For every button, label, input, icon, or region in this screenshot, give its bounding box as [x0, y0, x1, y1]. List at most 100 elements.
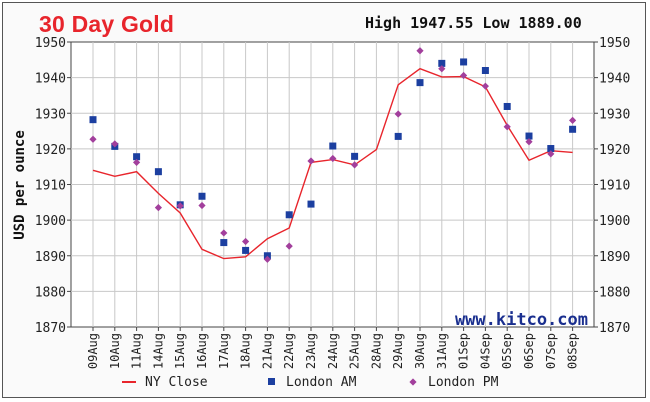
- legend-label-ny-close: NY Close: [145, 375, 208, 390]
- x-tick-label: 24Aug: [326, 333, 340, 369]
- legend-label-london-pm: London PM: [428, 375, 499, 390]
- y-tick-label: 1900: [599, 214, 630, 229]
- y-tick-label: 1910: [599, 179, 630, 194]
- london-pm-point: [133, 158, 141, 167]
- y-tick-label: 1880: [599, 285, 630, 300]
- y-tick-label: 1870: [599, 321, 630, 336]
- x-tick-label: 23Aug: [304, 333, 318, 369]
- y-tick-label: 1900: [35, 214, 66, 229]
- y-tick-label: 1910: [35, 179, 66, 194]
- london-am-point: [307, 200, 315, 208]
- london-am-point: [503, 102, 511, 110]
- y-tick-label: 1890: [599, 250, 630, 265]
- x-tick-label: 07Sep: [544, 333, 558, 369]
- series-london-pm: [89, 47, 577, 263]
- x-tick-label: 18Aug: [239, 333, 253, 369]
- y-axis-left: 1870 1880 1890 1900 1910 1920 1930 1940 1950: [35, 36, 71, 336]
- legend-swatch-london-pm: [409, 378, 417, 386]
- london-pm-point: [438, 65, 446, 73]
- x-tick-label: 05Sep: [500, 333, 514, 369]
- y-tick-label: 1920: [35, 143, 66, 158]
- y-tick-label: 1930: [599, 107, 630, 122]
- london-am-point: [481, 67, 489, 74]
- london-pm-point: [503, 123, 511, 131]
- high-value: 1947.55: [410, 14, 474, 32]
- low-value: 1889.00: [518, 14, 582, 32]
- london-pm-point: [351, 161, 359, 169]
- london-pm-point: [285, 242, 293, 250]
- london-am-point: [394, 132, 402, 140]
- high-label: High: [365, 14, 402, 32]
- london-pm-point: [242, 237, 250, 246]
- watermark: www.kitco.com: [455, 310, 588, 330]
- legend-label-london-am: London AM: [286, 375, 357, 390]
- y-axis-label: USD per ounce: [12, 130, 28, 240]
- y-tick-label: 1920: [599, 143, 630, 158]
- london-pm-point: [569, 116, 577, 124]
- x-tick-label: 16Aug: [195, 333, 209, 369]
- legend-swatch-london-am: [268, 378, 275, 385]
- london-pm-point: [394, 110, 402, 118]
- chart-title: 30 Day Gold: [39, 11, 175, 37]
- london-pm-point: [547, 150, 555, 158]
- london-pm-point: [154, 204, 162, 212]
- london-am-point: [89, 116, 97, 124]
- x-tick-label: 22Aug: [282, 333, 296, 369]
- high-low-summary: High 1947.55 Low 1889.00: [365, 14, 582, 32]
- london-am-point: [525, 132, 533, 140]
- london-am-point: [438, 59, 446, 67]
- low-label: Low: [482, 14, 510, 32]
- x-tick-label: 25Aug: [348, 333, 362, 369]
- london-am-point: [416, 79, 424, 87]
- london-pm-point: [416, 47, 424, 55]
- x-tick-label: 17Aug: [217, 333, 231, 369]
- london-am-point: [154, 168, 162, 176]
- x-tick-label: 08Sep: [566, 333, 580, 369]
- london-pm-point: [111, 140, 119, 148]
- y-tick-label: 1950: [35, 36, 66, 51]
- london-pm-point: [307, 157, 315, 165]
- y-axis-right: 1870 1880 1890 1900 1910 1920 1930 1940 1950: [594, 36, 630, 336]
- y-tick-label: 1940: [35, 72, 66, 87]
- x-tick-label: 14Aug: [151, 333, 165, 369]
- london-am-point: [242, 246, 250, 254]
- x-tick-label: 31Aug: [435, 333, 449, 369]
- x-tick-label: 10Aug: [108, 333, 122, 369]
- x-tick-label: 09Aug: [86, 333, 100, 369]
- y-tick-label: 1890: [35, 250, 66, 265]
- london-pm-point: [460, 71, 468, 80]
- y-tick-label: 1870: [35, 321, 66, 336]
- london-am-point: [133, 153, 141, 161]
- london-pm-point: [525, 138, 533, 146]
- x-tick-label: 04Sep: [478, 333, 492, 369]
- x-tick-label: 21Aug: [260, 333, 274, 369]
- x-tick-label: 28Aug: [369, 333, 383, 369]
- london-am-point: [460, 58, 468, 66]
- london-pm-point: [220, 229, 228, 237]
- london-am-point: [285, 211, 293, 219]
- y-tick-label: 1940: [599, 72, 630, 87]
- x-axis: 09Aug 10Aug 11Aug 14Aug 15Aug 16Aug 17Aug 18Aug…: [86, 327, 580, 369]
- london-pm-point: [176, 202, 184, 210]
- london-pm-point: [198, 201, 206, 210]
- london-am-point: [220, 239, 228, 247]
- x-tick-label: 11Aug: [130, 333, 144, 369]
- x-tick-label: 29Aug: [391, 333, 405, 369]
- y-tick-label: 1880: [35, 285, 66, 300]
- london-am-point: [569, 125, 577, 133]
- london-am-point: [329, 142, 337, 150]
- x-tick-label: 06Sep: [522, 333, 536, 369]
- london-pm-point: [263, 255, 271, 263]
- y-tick-label: 1930: [35, 107, 66, 122]
- london-am-point: [351, 152, 359, 160]
- london-am-point: [547, 145, 555, 153]
- x-tick-label: 01Sep: [457, 333, 471, 369]
- london-am-point: [198, 192, 206, 200]
- london-pm-point: [89, 135, 97, 143]
- london-pm-point: [481, 82, 489, 90]
- x-tick-label: 30Aug: [413, 333, 427, 369]
- y-tick-label: 1950: [599, 36, 630, 51]
- x-tick-label: 15Aug: [173, 333, 187, 369]
- legend: NY Close London AM London PM: [122, 375, 499, 390]
